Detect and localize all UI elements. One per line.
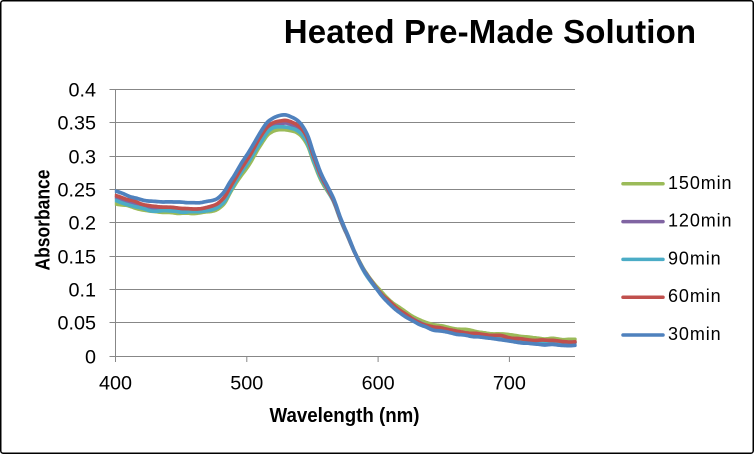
svg-text:0.2: 0.2 — [69, 213, 97, 235]
svg-text:30min: 30min — [668, 324, 722, 344]
svg-text:150min: 150min — [668, 173, 732, 193]
svg-text:0.25: 0.25 — [57, 180, 96, 202]
svg-text:60min: 60min — [668, 286, 722, 306]
svg-text:500: 500 — [230, 372, 263, 394]
svg-text:700: 700 — [493, 372, 526, 394]
svg-text:600: 600 — [362, 372, 395, 394]
svg-text:0.3: 0.3 — [69, 147, 97, 169]
svg-text:Wavelength (nm): Wavelength (nm) — [270, 405, 420, 427]
svg-text:0.15: 0.15 — [57, 247, 96, 269]
svg-text:0: 0 — [85, 347, 96, 369]
svg-text:0.1: 0.1 — [69, 280, 97, 302]
svg-text:90min: 90min — [668, 248, 722, 268]
svg-text:Heated Pre-Made Solution: Heated Pre-Made Solution — [284, 13, 697, 50]
svg-text:120min: 120min — [668, 211, 732, 231]
svg-text:0.4: 0.4 — [69, 80, 97, 102]
svg-text:400: 400 — [99, 372, 132, 394]
svg-text:0.35: 0.35 — [57, 113, 96, 135]
svg-text:0.05: 0.05 — [57, 313, 96, 335]
svg-text:Absorbance: Absorbance — [33, 170, 55, 271]
